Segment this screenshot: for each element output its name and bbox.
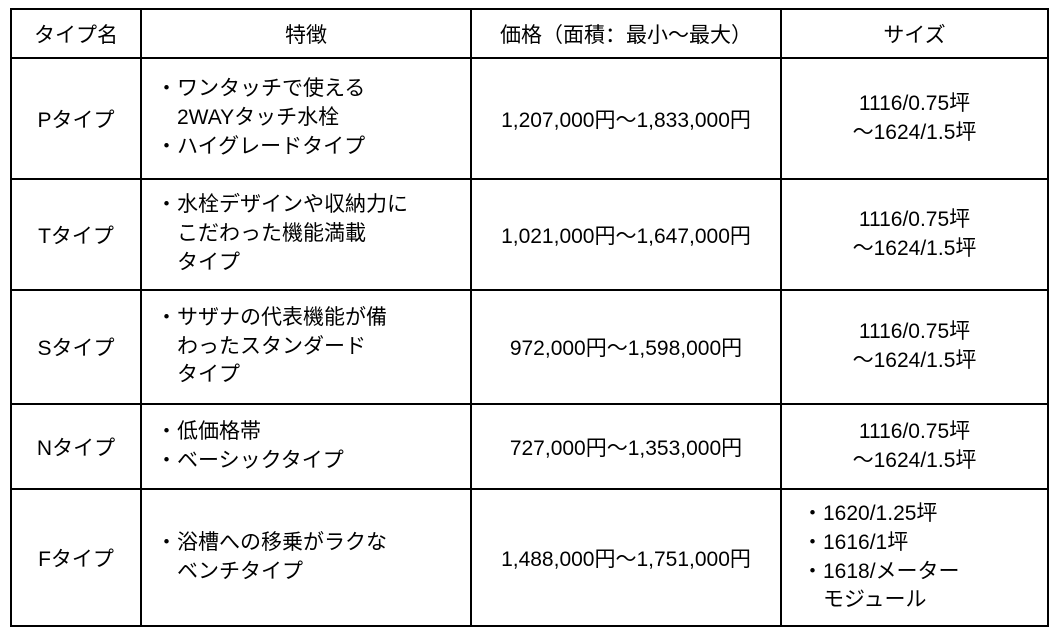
cell-size: ・1620/1.25坪 ・1616/1坪 ・1618/メーター モジュール xyxy=(780,488,1049,627)
size-text: 1116/0.75坪 ～1624/1.5坪 xyxy=(852,320,977,372)
feature-item: ・ベーシックタイプ xyxy=(156,448,344,472)
table-row-t-type: Tタイプ ・水栓デザインや収納力に こだわった機能満載 タイプ 1,021,00… xyxy=(10,178,1049,291)
cell-size: 1116/0.75坪 ～1624/1.5坪 xyxy=(780,57,1049,180)
bathroom-types-table: タイプ名 特徴 価格（面積：最小～最大） サイズ Pタイプ ・ワンタッチで使える… xyxy=(10,8,1049,627)
cell-type-name: Fタイプ xyxy=(10,488,142,627)
cell-price: 972,000円～1,598,000円 xyxy=(470,289,782,405)
cell-price: 1,488,000円～1,751,000円 xyxy=(470,488,782,627)
size-text: 1116/0.75坪 ～1624/1.5坪 xyxy=(852,207,977,260)
feature-item: ・ハイグレードタイプ xyxy=(156,134,366,158)
cell-type-name: Sタイプ xyxy=(10,289,142,405)
size-item: ・1618/メーター モジュール xyxy=(802,559,960,612)
cell-features: ・サザナの代表機能が備 わったスタンダード タイプ xyxy=(140,289,472,405)
table-row-p-type: Pタイプ ・ワンタッチで使える 2WAYタッチ水栓 ・ハイグレードタイプ 1,2… xyxy=(10,57,1049,180)
cell-size: 1116/0.75坪 ～1624/1.5坪 xyxy=(780,289,1049,405)
cell-type-name: Nタイプ xyxy=(10,403,142,490)
size-text: 1116/0.75坪 ～1624/1.5坪 xyxy=(852,91,977,144)
col-header-type-name: タイプ名 xyxy=(10,8,142,59)
cell-price: 1,207,000円～1,833,000円 xyxy=(470,57,782,180)
size-item: ・1620/1.25坪 xyxy=(802,501,938,525)
cell-features: ・低価格帯 ・ベーシックタイプ xyxy=(140,403,472,490)
col-header-features: 特徴 xyxy=(140,8,472,59)
cell-type-name: Tタイプ xyxy=(10,178,142,291)
size-item: ・1616/1坪 xyxy=(802,530,909,554)
cell-features: ・水栓デザインや収納力に こだわった機能満載 タイプ xyxy=(140,178,472,291)
table-row-n-type: Nタイプ ・低価格帯 ・ベーシックタイプ 727,000円～1,353,000円… xyxy=(10,403,1049,490)
table-row-s-type: Sタイプ ・サザナの代表機能が備 わったスタンダード タイプ 972,000円～… xyxy=(10,289,1049,405)
feature-item: ・低価格帯 xyxy=(156,419,261,443)
cell-price: 1,021,000円～1,647,000円 xyxy=(470,178,782,291)
feature-item: ・ワンタッチで使える 2WAYタッチ水栓 xyxy=(156,77,366,130)
feature-item: ・サザナの代表機能が備 わったスタンダード タイプ xyxy=(156,305,387,387)
cell-price: 727,000円～1,353,000円 xyxy=(470,403,782,490)
feature-item: ・浴槽への移乗がラクな ベンチタイプ xyxy=(156,530,387,583)
cell-features: ・浴槽への移乗がラクな ベンチタイプ xyxy=(140,488,472,627)
table-row-f-type: Fタイプ ・浴槽への移乗がラクな ベンチタイプ 1,488,000円～1,751… xyxy=(10,488,1049,627)
header-row: タイプ名 特徴 価格（面積：最小～最大） サイズ xyxy=(10,8,1049,59)
col-header-size: サイズ xyxy=(780,8,1049,59)
feature-item: ・水栓デザインや収納力に こだわった機能満載 タイプ xyxy=(156,193,408,274)
col-header-price: 価格（面積：最小～最大） xyxy=(470,8,782,59)
cell-type-name: Pタイプ xyxy=(10,57,142,180)
cell-size: 1116/0.75坪 ～1624/1.5坪 xyxy=(780,403,1049,490)
cell-size: 1116/0.75坪 ～1624/1.5坪 xyxy=(780,178,1049,291)
size-text: 1116/0.75坪 ～1624/1.5坪 xyxy=(852,419,977,472)
cell-features: ・ワンタッチで使える 2WAYタッチ水栓 ・ハイグレードタイプ xyxy=(140,57,472,180)
